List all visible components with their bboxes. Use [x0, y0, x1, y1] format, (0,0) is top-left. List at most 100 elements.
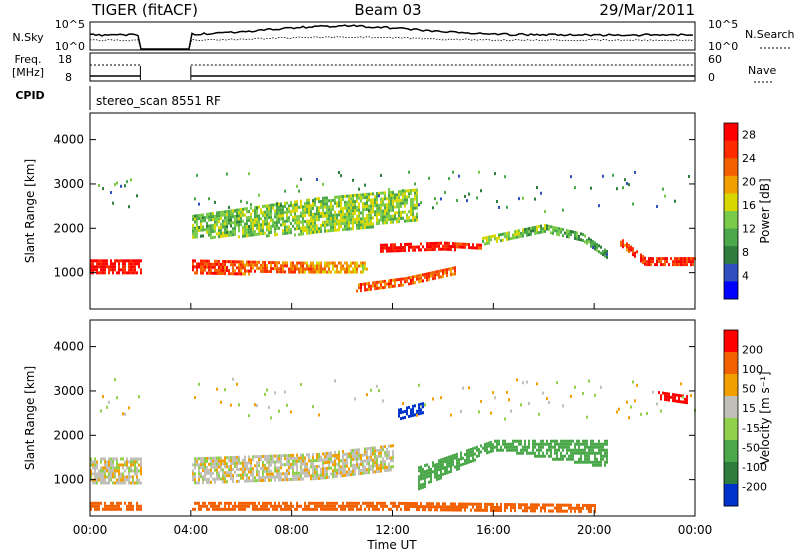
heatmap-cell: [194, 229, 196, 233]
heatmap-cell: [276, 504, 278, 508]
heatmap-cell: [270, 261, 272, 265]
heatmap-cell: [274, 261, 276, 265]
heatmap-cell: [366, 456, 368, 460]
heatmap-cell: [204, 216, 206, 220]
heatmap-cell: [230, 263, 232, 267]
heatmap-cell: [306, 471, 308, 475]
heatmap-cell: [588, 454, 590, 458]
heatmap-cell: [236, 223, 238, 227]
heatmap-cell: [380, 283, 382, 287]
heatmap-cell: [310, 267, 312, 271]
heatmap-cell: [384, 504, 386, 508]
heatmap-cell: [284, 475, 286, 479]
heatmap-cell: [272, 457, 274, 461]
heatmap-cell: [132, 475, 134, 479]
heatmap-cell: [224, 222, 226, 226]
heatmap-cell: [378, 280, 380, 284]
heatmap-cell: [244, 225, 246, 229]
heatmap-cell: [276, 209, 278, 213]
heatmap-cell: [316, 504, 318, 508]
heatmap-cell: [226, 462, 228, 466]
heatmap-cell: [324, 223, 326, 227]
colorbar-tick-label: -15: [742, 422, 760, 435]
heatmap-cell: [564, 442, 566, 446]
heatmap-cell: [462, 245, 464, 249]
heatmap-cell: [242, 213, 244, 217]
heatmap-cell: [376, 507, 378, 511]
heatmap-cell: [308, 207, 310, 211]
heatmap-cell: [376, 458, 378, 462]
heatmap-cell: [420, 402, 422, 406]
heatmap-cell: [128, 259, 130, 263]
heatmap-cell: [344, 212, 346, 216]
heatmap-cell: [632, 202, 634, 206]
heatmap-cell: [356, 501, 358, 505]
heatmap-cell: [354, 504, 356, 508]
heatmap-cell: [520, 442, 522, 446]
heatmap-cell: [226, 474, 228, 478]
heatmap-cell: [100, 481, 102, 485]
heatmap-cell: [250, 215, 252, 219]
heatmap-cell: [196, 235, 198, 239]
heatmap-cell: [368, 207, 370, 211]
heatmap-cell: [274, 454, 276, 458]
heatmap-cell: [214, 468, 216, 472]
heatmap-cell: [108, 504, 110, 508]
heatmap-cell: [324, 220, 326, 224]
heatmap-cell: [326, 469, 328, 473]
heatmap-cell: [396, 217, 398, 221]
heatmap-cell: [374, 507, 376, 511]
heatmap-cell: [364, 264, 366, 268]
heatmap-cell: [212, 507, 214, 511]
heatmap-cell: [334, 216, 336, 220]
heatmap-cell: [118, 481, 120, 485]
heatmap-cell: [542, 451, 544, 455]
heatmap-cell: [444, 466, 446, 470]
heatmap-cell: [420, 201, 422, 205]
heatmap-cell: [126, 463, 128, 467]
heatmap-cell: [342, 213, 344, 217]
heatmap-cell: [570, 233, 572, 237]
heatmap-cell: [224, 228, 226, 232]
heatmap-cell: [452, 505, 454, 509]
heatmap-cell: [390, 501, 392, 505]
heatmap-cell: [342, 471, 344, 475]
heatmap-cell: [264, 231, 266, 235]
heatmap-cell: [380, 215, 382, 219]
heatmap-cell: [242, 458, 244, 462]
heatmap-cell: [380, 466, 382, 470]
heatmap-cell: [502, 442, 504, 446]
heatmap-cell: [402, 216, 404, 220]
heatmap-cell: [668, 398, 670, 402]
heatmap-cell: [118, 478, 120, 482]
heatmap-cell: [510, 448, 512, 452]
heatmap-cell: [554, 226, 556, 230]
heatmap-cell: [128, 466, 130, 470]
heatmap-cell: [348, 467, 350, 471]
heatmap-cell: [416, 277, 418, 281]
heatmap-cell: [308, 222, 310, 226]
heatmap-cell: [250, 461, 252, 465]
heatmap-cell: [446, 247, 448, 251]
heatmap-cell: [318, 206, 320, 210]
heatmap-cell: [258, 464, 260, 468]
heatmap-cell: [412, 203, 414, 207]
heatmap-cell: [380, 460, 382, 464]
heatmap-cell: [306, 465, 308, 469]
heatmap-cell: [196, 214, 198, 218]
heatmap-cell: [426, 505, 428, 509]
heatmap-cell: [108, 481, 110, 485]
heatmap-cell: [604, 463, 606, 467]
heatmap-cell: [216, 268, 218, 272]
heatmap-cell: [316, 264, 318, 268]
heatmap-cell: [260, 476, 262, 480]
heatmap-cell: [424, 505, 426, 509]
heatmap-cell: [346, 501, 348, 505]
heatmap-cell: [354, 202, 356, 206]
heatmap-cell: [358, 472, 360, 476]
heatmap-cell: [274, 475, 276, 479]
heatmap-cell: [436, 241, 438, 245]
heatmap-cell: [564, 231, 566, 235]
heatmap-cell: [374, 204, 376, 208]
